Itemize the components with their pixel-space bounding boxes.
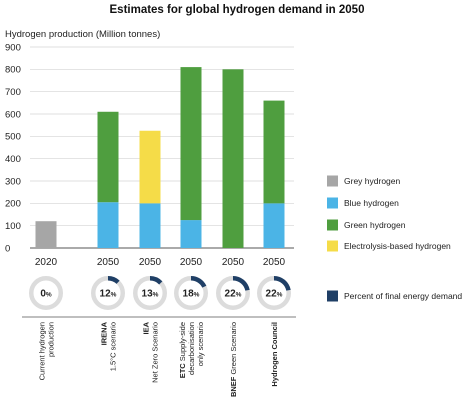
legend-label: Blue hydrogen <box>344 198 399 208</box>
year-label: 2020 <box>35 257 58 268</box>
y-tick-label: 400 <box>5 154 21 165</box>
bar-green-hydrogen-1 <box>97 111 119 203</box>
y-tick-label: 500 <box>5 132 21 143</box>
legend-swatch-blue-hydrogen <box>327 197 338 209</box>
y-tick-label: 100 <box>5 221 21 232</box>
source-label: ETC Supply-side <box>178 322 187 378</box>
bar-blue-hydrogen-3 <box>180 220 202 248</box>
percent-label: 22% <box>266 289 283 300</box>
chart-title: Estimates for global hydrogen demand in … <box>109 4 365 16</box>
bar-green-hydrogen-5 <box>263 100 285 204</box>
y-tick-label: 200 <box>5 199 21 210</box>
legend-swatch-percent <box>327 290 338 302</box>
bar-blue-hydrogen-5 <box>263 203 285 248</box>
legend-label: Grey hydrogen <box>344 176 400 186</box>
source-label: only scenario <box>196 322 205 366</box>
percent-label: 22% <box>225 289 242 300</box>
y-tick-label: 600 <box>5 109 21 120</box>
percent-label: 13% <box>142 289 159 300</box>
y-axis-label: Hydrogen production (Million tonnes) <box>5 29 161 40</box>
source-label: IEA <box>142 321 151 334</box>
bar-electrolysis-based-hydrogen-2 <box>139 130 161 204</box>
bar-blue-hydrogen-2 <box>139 203 161 248</box>
y-tick-label: 300 <box>5 176 21 187</box>
year-label: 2050 <box>180 257 203 268</box>
legend-swatch-electrolysis-based-hydrogen <box>327 240 338 252</box>
y-tick-label: 900 <box>5 42 21 53</box>
year-label: 2050 <box>263 257 286 268</box>
percent-label: 0% <box>40 289 52 300</box>
percent-donut-fill <box>274 276 291 291</box>
source-label: decarbonisation <box>187 322 196 375</box>
percent-donut-fill <box>108 276 120 284</box>
year-label: 2050 <box>97 257 120 268</box>
legend-label: Green hydrogen <box>344 220 406 230</box>
source-label: Hydrogen Council <box>270 322 279 387</box>
source-label: 1.5°C scenario <box>109 322 118 371</box>
year-label: 2050 <box>222 257 245 268</box>
source-label: production <box>47 322 56 357</box>
percent-donut-fill <box>191 276 207 288</box>
source-label: Current hydrogen <box>38 322 47 380</box>
percent-label: 12% <box>100 289 117 300</box>
y-tick-label: 800 <box>5 65 21 76</box>
legend-label-percent: Percent of final energy demand <box>344 291 462 301</box>
bar-grey-hydrogen-0 <box>35 221 57 248</box>
source-label: IRENA <box>100 321 109 345</box>
legend-label: Electrolysis-based hydrogen <box>344 241 451 251</box>
percent-donut-track <box>29 276 63 310</box>
year-label: 2050 <box>139 257 162 268</box>
percent-donut-fill <box>233 276 250 291</box>
source-label: BNEF Green Scenario <box>229 322 238 397</box>
legend-swatch-grey-hydrogen <box>327 175 338 187</box>
bar-green-hydrogen-3 <box>180 67 202 221</box>
source-label: Net Zero Scenario <box>151 322 160 383</box>
bar-green-hydrogen-4 <box>222 69 244 248</box>
bar-blue-hydrogen-1 <box>97 202 119 248</box>
y-tick-label: 700 <box>5 87 21 98</box>
legend-swatch-green-hydrogen <box>327 219 338 231</box>
percent-donut-fill <box>150 276 163 285</box>
percent-label: 18% <box>183 289 200 300</box>
y-tick-label: 0 <box>5 243 10 254</box>
